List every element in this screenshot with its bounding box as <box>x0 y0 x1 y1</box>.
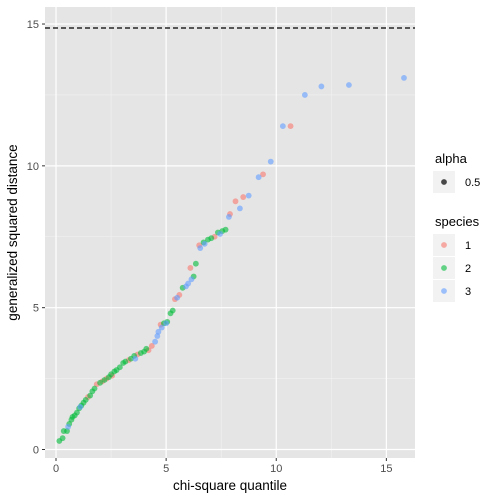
data-point-species-1 <box>148 343 155 349</box>
plot-panel <box>45 7 415 458</box>
data-point-species-1 <box>187 265 194 271</box>
x-axis: 0 5 10 15 <box>53 458 392 475</box>
data-point-species-2 <box>143 345 150 352</box>
data-point-species-3 <box>267 158 274 165</box>
data-point-species-2 <box>91 385 98 392</box>
legend-title: alpha <box>435 151 468 166</box>
legend-title: species <box>435 214 480 229</box>
data-point-species-3 <box>174 294 181 301</box>
data-point-species-3 <box>245 192 252 199</box>
data-point-species-2 <box>101 377 108 383</box>
y-tick-label: 5 <box>33 303 39 315</box>
y-tick-label: 0 <box>33 444 39 456</box>
data-point-species-1 <box>260 171 266 178</box>
data-point-species-2 <box>82 396 89 403</box>
data-point-species-3 <box>225 213 232 220</box>
data-point-species-2 <box>222 226 229 233</box>
data-point-species-3 <box>77 404 84 410</box>
data-point-species-3 <box>163 320 170 327</box>
legend: alpha 0.5 species 1 2 3 <box>433 151 480 302</box>
data-point-species-3 <box>401 75 407 81</box>
legend-label: 0.5 <box>465 177 480 189</box>
data-point-species-3 <box>65 423 72 430</box>
data-point-species-3 <box>217 231 223 237</box>
data-point-species-2 <box>87 392 94 399</box>
data-points <box>56 75 407 444</box>
data-point-species-1 <box>287 123 294 130</box>
x-tick-label: 0 <box>53 463 59 475</box>
data-point-species-2 <box>192 260 199 267</box>
data-point-species-3 <box>197 245 204 252</box>
data-point-species-1 <box>232 198 239 205</box>
y-axis-title: generalized squared distance <box>5 144 20 320</box>
grid-major <box>45 7 415 458</box>
data-point-species-2 <box>59 435 66 442</box>
legend-label: 1 <box>465 240 471 252</box>
legend-key-symbol <box>441 179 447 185</box>
data-point-species-3 <box>158 324 165 331</box>
data-point-species-2 <box>208 235 215 242</box>
data-point-species-2 <box>169 307 176 314</box>
x-tick-label: 15 <box>380 463 392 475</box>
data-point-species-3 <box>318 83 325 90</box>
data-point-species-3 <box>185 280 192 287</box>
data-point-species-2 <box>97 379 103 386</box>
y-tick-label: 10 <box>27 161 39 173</box>
data-point-species-3 <box>152 338 159 345</box>
data-point-species-2 <box>74 409 80 416</box>
y-tick-label: 15 <box>27 19 39 31</box>
legend-label: 3 <box>465 286 471 298</box>
legend-key-symbol <box>441 288 447 294</box>
data-point-species-3 <box>237 205 243 212</box>
data-point-species-1 <box>240 194 247 200</box>
legend-label: 2 <box>465 263 471 275</box>
x-tick-label: 5 <box>163 463 169 475</box>
data-point-species-3 <box>155 328 162 335</box>
x-tick-label: 10 <box>270 463 282 475</box>
data-point-species-3 <box>279 123 286 130</box>
data-point-species-2 <box>116 364 123 371</box>
data-point-species-3 <box>301 92 308 98</box>
data-point-species-3 <box>346 82 352 88</box>
legend-key-symbol <box>441 242 447 248</box>
legend-key-symbol <box>441 265 447 271</box>
y-axis: 0 5 10 15 <box>27 19 45 456</box>
data-point-species-3 <box>255 174 262 181</box>
data-point-species-3 <box>188 276 195 283</box>
x-axis-title: chi-square quantile <box>173 478 287 493</box>
data-point-species-3 <box>132 355 139 362</box>
data-point-species-3 <box>201 240 208 247</box>
data-point-species-2 <box>122 358 129 365</box>
